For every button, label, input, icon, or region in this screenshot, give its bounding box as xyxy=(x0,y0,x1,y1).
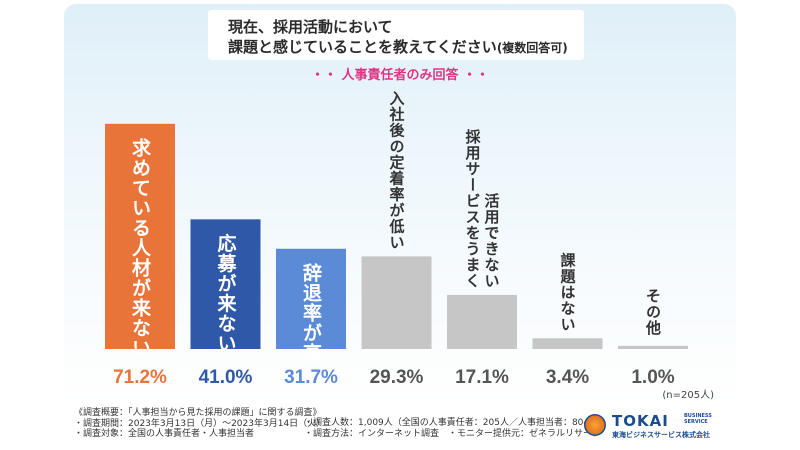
bar xyxy=(532,338,603,349)
category-label: 辞退率が高い xyxy=(300,261,322,382)
chart-subtitle: ・・ 人事責任者のみ回答 ・・ xyxy=(310,68,490,83)
footer-line: 《調査概要：「人事担当から見た採用の課題」に関する調査》 xyxy=(74,408,322,418)
chart-title-line2: 課題と感じていることを教えてください(複数回答可) xyxy=(228,38,568,56)
sample-size-note: (n=205人) xyxy=(662,389,714,401)
value-label: 31.7% xyxy=(284,367,338,388)
bar xyxy=(618,345,688,349)
category-label: 課題はない xyxy=(559,251,577,332)
logo-emblem-icon xyxy=(584,414,606,436)
survey-footer-right: ・調査人数：1,009人（全国の人事責任者：205人／人事担当者：804人） ・… xyxy=(304,418,607,439)
footer-line: ・調査方法：インターネット調査 ・モニター提供元：ゼネラルリサーチ xyxy=(304,428,602,439)
category-label: その他 xyxy=(644,288,662,336)
survey-footer-left: 《調査概要：「人事担当から見た採用の課題」に関する調査》 ・調査期間：2023年… xyxy=(74,408,325,440)
footer-line: ・調査期間：2023年3月13日（月）〜2023年3月14日（火） xyxy=(74,418,326,429)
bar xyxy=(190,219,261,349)
footer-line: ・調査人数：1,009人（全国の人事責任者：205人／人事担当者：804人） xyxy=(304,418,608,428)
category-label: 採用サービスをうまく xyxy=(464,128,482,289)
bar xyxy=(276,248,346,349)
category-label: 求めている人材が来ない xyxy=(129,137,151,358)
category-label: 応募が来ない xyxy=(215,232,238,353)
bar xyxy=(105,123,175,349)
value-label: 17.1% xyxy=(455,367,509,388)
value-label: 71.2% xyxy=(113,367,167,388)
category-label: 活用できない xyxy=(483,192,501,289)
logo-side-text: BUSINESS SERVICE xyxy=(684,413,712,425)
category-label: 入社後の定着率が低い xyxy=(388,90,406,250)
footer-line: ・調査対象：全国の人事責任者・人事担当者 xyxy=(74,429,255,439)
logo-company-name: 東海ビジネスサービス株式会社 xyxy=(612,431,710,439)
value-label: 3.4% xyxy=(546,367,589,388)
bar xyxy=(361,256,432,349)
value-label: 41.0% xyxy=(199,367,253,388)
logo-name: TOKAI xyxy=(612,412,669,430)
value-label: 29.3% xyxy=(370,367,424,388)
company-logo: TOKAI BUSINESS SERVICE 東海ビジネスサービス株式会社 xyxy=(584,412,734,442)
chart-title-line1: 現在、採用活動において xyxy=(228,18,393,36)
bar xyxy=(447,294,517,349)
value-label: 1.0% xyxy=(631,367,674,388)
title-box: 現在、採用活動において 課題と感じていることを教えてください(複数回答可) xyxy=(208,10,584,60)
